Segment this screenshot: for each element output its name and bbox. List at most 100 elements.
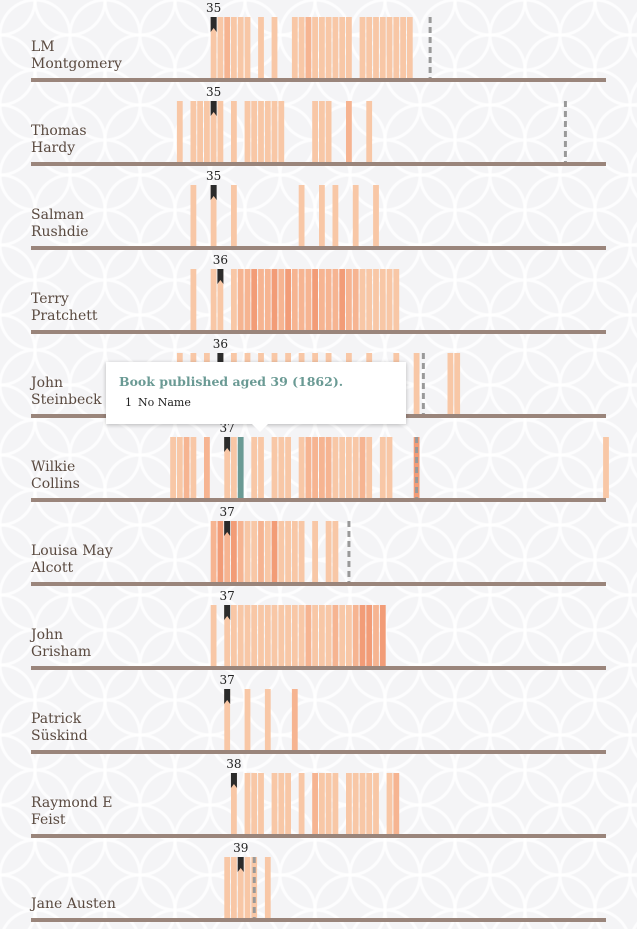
- book-bar[interactable]: [312, 269, 318, 330]
- book-bar[interactable]: [237, 521, 244, 582]
- book-bar[interactable]: [359, 773, 366, 834]
- book-bar[interactable]: [271, 101, 278, 162]
- book-bar[interactable]: [251, 521, 258, 582]
- book-bar[interactable]: [190, 269, 197, 330]
- book-bar[interactable]: [319, 437, 325, 498]
- book-bar[interactable]: [359, 17, 366, 78]
- book-bar[interactable]: [244, 521, 251, 582]
- book-bar[interactable]: [190, 437, 197, 498]
- book-bar[interactable]: [393, 269, 400, 330]
- book-bar[interactable]: [359, 269, 366, 330]
- book-bar[interactable]: [190, 101, 197, 162]
- book-bar[interactable]: [339, 437, 346, 498]
- book-bar[interactable]: [332, 605, 339, 666]
- book-bar[interactable]: [271, 437, 278, 498]
- book-bar[interactable]: [237, 857, 244, 918]
- book-bar[interactable]: [251, 605, 258, 666]
- book-bar[interactable]: [393, 773, 400, 834]
- book-bar[interactable]: [217, 521, 224, 582]
- book-bar[interactable]: [278, 101, 285, 162]
- book-bar[interactable]: [251, 773, 258, 834]
- book-bar[interactable]: [210, 17, 217, 78]
- book-bar[interactable]: [291, 605, 298, 666]
- book-bar[interactable]: [258, 605, 264, 666]
- book-bar[interactable]: [217, 269, 224, 330]
- book-bar[interactable]: [244, 605, 251, 666]
- book-bar[interactable]: [291, 521, 298, 582]
- book-bar[interactable]: [271, 17, 278, 78]
- book-bar[interactable]: [373, 269, 379, 330]
- book-bar[interactable]: [447, 353, 454, 414]
- book-bar[interactable]: [373, 605, 379, 666]
- book-bar[interactable]: [244, 17, 251, 78]
- book-bar[interactable]: [258, 269, 264, 330]
- book-bar[interactable]: [325, 17, 332, 78]
- book-bar[interactable]: [373, 17, 379, 78]
- book-bar[interactable]: [379, 17, 386, 78]
- book-bar[interactable]: [298, 521, 305, 582]
- book-bar[interactable]: [210, 521, 217, 582]
- book-bar[interactable]: [258, 437, 264, 498]
- book-bar[interactable]: [244, 689, 251, 750]
- book-bar[interactable]: [237, 17, 244, 78]
- book-bar[interactable]: [217, 101, 224, 162]
- book-bar[interactable]: [244, 773, 251, 834]
- book-bar[interactable]: [325, 101, 332, 162]
- book-bar[interactable]: [183, 437, 190, 498]
- book-bar[interactable]: [298, 269, 305, 330]
- book-bar[interactable]: [231, 269, 237, 330]
- book-bar[interactable]: [359, 437, 366, 498]
- book-bar[interactable]: [210, 269, 217, 330]
- book-bar[interactable]: [312, 437, 318, 498]
- book-bar[interactable]: [406, 17, 413, 78]
- book-bar[interactable]: [251, 437, 258, 498]
- book-bar[interactable]: [386, 269, 393, 330]
- book-bar[interactable]: [312, 605, 318, 666]
- book-bar[interactable]: [386, 437, 393, 498]
- book-bar[interactable]: [393, 17, 400, 78]
- book-bar[interactable]: [332, 437, 339, 498]
- book-bar[interactable]: [231, 185, 237, 246]
- book-bar[interactable]: [339, 17, 346, 78]
- book-bar[interactable]: [291, 17, 298, 78]
- book-bar[interactable]: [251, 101, 258, 162]
- author-row[interactable]: 39 Jane Austen: [29, 841, 606, 922]
- book-bar[interactable]: [386, 773, 393, 834]
- book-bar[interactable]: [204, 101, 210, 162]
- book-bar[interactable]: [298, 605, 305, 666]
- book-bar[interactable]: [271, 605, 278, 666]
- book-bar[interactable]: [325, 269, 332, 330]
- book-bar[interactable]: [298, 17, 305, 78]
- book-bar[interactable]: [278, 269, 285, 330]
- book-bar[interactable]: [346, 17, 352, 78]
- book-bar[interactable]: [298, 437, 305, 498]
- book-bar[interactable]: [379, 605, 386, 666]
- book-bar[interactable]: [204, 437, 210, 498]
- book-bar[interactable]: [258, 521, 264, 582]
- book-bar[interactable]: [237, 605, 244, 666]
- book-bar[interactable]: [319, 17, 325, 78]
- book-bar[interactable]: [278, 521, 285, 582]
- book-bar[interactable]: [244, 101, 251, 162]
- book-bar[interactable]: [305, 605, 312, 666]
- book-bar[interactable]: [379, 269, 386, 330]
- book-bar[interactable]: [210, 185, 217, 246]
- book-bar[interactable]: [258, 17, 264, 78]
- book-bar[interactable]: [352, 605, 359, 666]
- book-bar[interactable]: [298, 185, 305, 246]
- book-bar[interactable]: [325, 521, 332, 582]
- book-bar[interactable]: [332, 269, 339, 330]
- book-bar[interactable]: [346, 773, 352, 834]
- book-bar[interactable]: [190, 185, 197, 246]
- book-bar[interactable]: [305, 437, 312, 498]
- book-bar[interactable]: [305, 17, 312, 78]
- book-bar[interactable]: [264, 857, 271, 918]
- book-bar[interactable]: [197, 101, 203, 162]
- book-bar[interactable]: [224, 689, 231, 750]
- book-bar[interactable]: [231, 437, 237, 498]
